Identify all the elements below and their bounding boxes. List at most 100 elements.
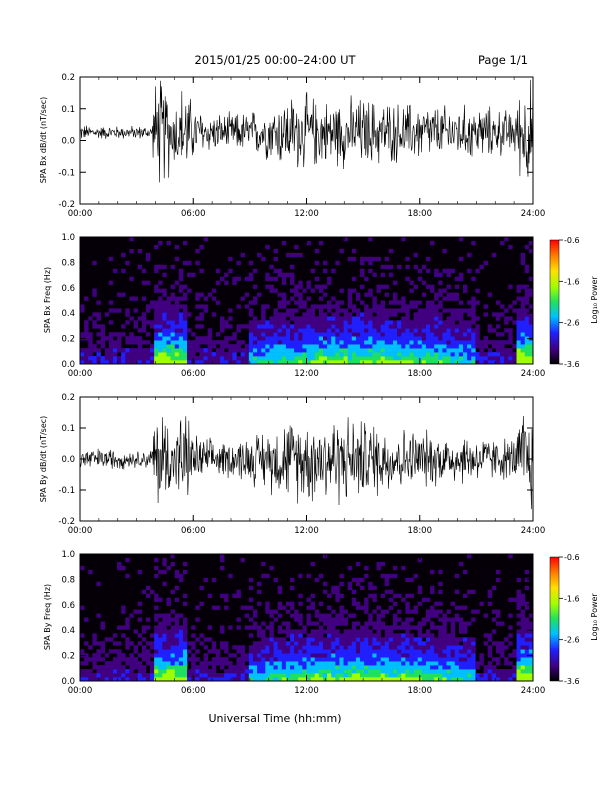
bx-spectrogram-cell [528,344,534,349]
bx-spectrogram-cell [154,244,159,250]
by-spectrogram-cell [467,645,472,650]
bx-spectrogram-cell [446,348,451,353]
bx-spectrogram-cell [141,324,147,329]
bx-spectrogram-cell [434,356,439,361]
by-spectrogram-cell [347,653,353,658]
bx-spectrogram-cell [372,344,377,349]
by-spectrogram-cell [88,657,93,662]
bx-spectrogram-cell [520,308,526,313]
by-spectrogram-cell [240,677,246,682]
bx-spectrogram-cell [145,304,151,309]
bx-spectrogram-cell [158,300,163,305]
bx-spectrogram-cell [125,340,130,345]
by-spectrogram-cell [454,661,460,666]
bx-spectrogram-cell [269,284,274,289]
by-spectrogram-cell [285,633,291,638]
bx-spectrogram-cell [314,324,320,329]
by-spectrogram-cell [430,677,435,682]
by-spectrogram-cell [388,653,394,658]
bx-spectrogram-cell [528,240,534,246]
by-spectrogram-cell [174,677,180,682]
by-spectrogram-cell [434,669,439,674]
by-spectrogram-cell [425,617,431,622]
by-spectrogram-cell [442,673,447,678]
by-spectrogram-cell [380,653,386,658]
by-spectrogram-cell [450,637,456,642]
by-spectrogram-cell [438,609,443,614]
bx-spectrogram-cell [430,316,435,321]
by-spectrogram-cell [430,609,435,614]
by-spectrogram-cell [520,637,526,642]
by-spectrogram-cell [322,613,328,618]
by-spectrogram-cell [261,641,266,646]
by-spectrogram-cell [388,677,394,682]
bx-spectrogram-cell [327,316,332,321]
bx-spectrogram-cell [166,300,171,305]
bx-spectrogram-cell [100,340,106,345]
by-spectrogram-cell [339,617,344,622]
by-spectrogram-cell [458,661,464,666]
bx-spectrogram-cell [528,304,534,309]
by-spectrogram-cell [92,673,97,678]
by-spectrogram-cell [178,669,184,674]
by-spectrogram-cell [158,625,163,630]
by-spectrogram-cell [273,661,278,666]
by-spectrogram-cell [409,653,414,658]
bx-spectrogram-cell [467,312,472,317]
by-spectrogram-cell [117,665,122,670]
by-spectrogram-cell [133,645,138,650]
bx-spectrogram-cell [203,360,208,365]
bx-spectrogram-cell [409,328,414,333]
by-spectrogram-cell [257,625,262,630]
bx-spectrogram-cell [228,348,233,353]
by-spectrogram-cell [166,565,171,571]
by-spectrogram-cell [495,621,501,626]
by-spectrogram-cell [351,657,357,662]
bx-spectrogram-cell [388,300,394,305]
by-spectrogram-cell [327,641,332,646]
by-spectrogram-cell [508,625,513,630]
bx-spectrogram-cell [290,344,295,349]
by-dbdt-y-tick-label: -0.1 [58,486,75,496]
by-spectrogram-cell [384,589,390,594]
by-spectrogram-cell [178,661,184,666]
by-spectrogram-cell [500,653,505,658]
by-spectrogram-cell [277,605,283,610]
bx-spectrogram-cell [207,356,213,361]
bx-spectrogram-cell [207,344,213,349]
bx-spectrogram-cell [467,308,472,313]
bx-spectrogram-cell [191,344,196,349]
bx-spectrogram-cell [80,356,85,361]
by-spectrogram-cell [310,637,316,642]
bx-spectrogram-cell [290,316,295,321]
bx-spectrogram-cell [187,360,192,365]
by-spectrogram-cell [372,677,377,682]
by-spectrogram-cell [384,629,390,634]
by-spectrogram-cell [491,617,497,622]
by-spectrogram-cell [100,657,106,662]
by-spectrogram-cell [364,677,369,682]
bx-spectrogram-cell [133,336,138,341]
by-spectrogram-cell [252,625,258,630]
by-spectrogram-cell [421,617,427,622]
by-spectrogram-cell [430,613,435,618]
by-spectrogram-cell [203,653,208,658]
bx-spectrogram-cell [100,356,106,361]
bx-spectrogram-cell [318,332,324,337]
bx-spectrogram-cell [215,300,221,305]
by-spectrogram-cell [462,629,468,634]
bx-spectrogram-cell [360,332,365,337]
by-spectrogram-cell [425,649,431,654]
bx-spectrogram-cell [117,292,122,297]
bx-spectrogram-cell [475,300,480,305]
by-spectrogram-cell [137,633,143,638]
bx-spectrogram-cell [360,300,365,305]
bx-spectrogram-cell [141,312,147,317]
by-spectrogram-cell [302,669,307,674]
by-spectrogram-cell [215,657,221,662]
by-spectrogram-cell [516,613,521,618]
bx-spectrogram-cell [322,312,328,317]
by-spectrogram-cell [88,569,93,575]
bx-spectrogram-cell [108,360,114,365]
bx-spectrogram-cell [384,352,390,357]
